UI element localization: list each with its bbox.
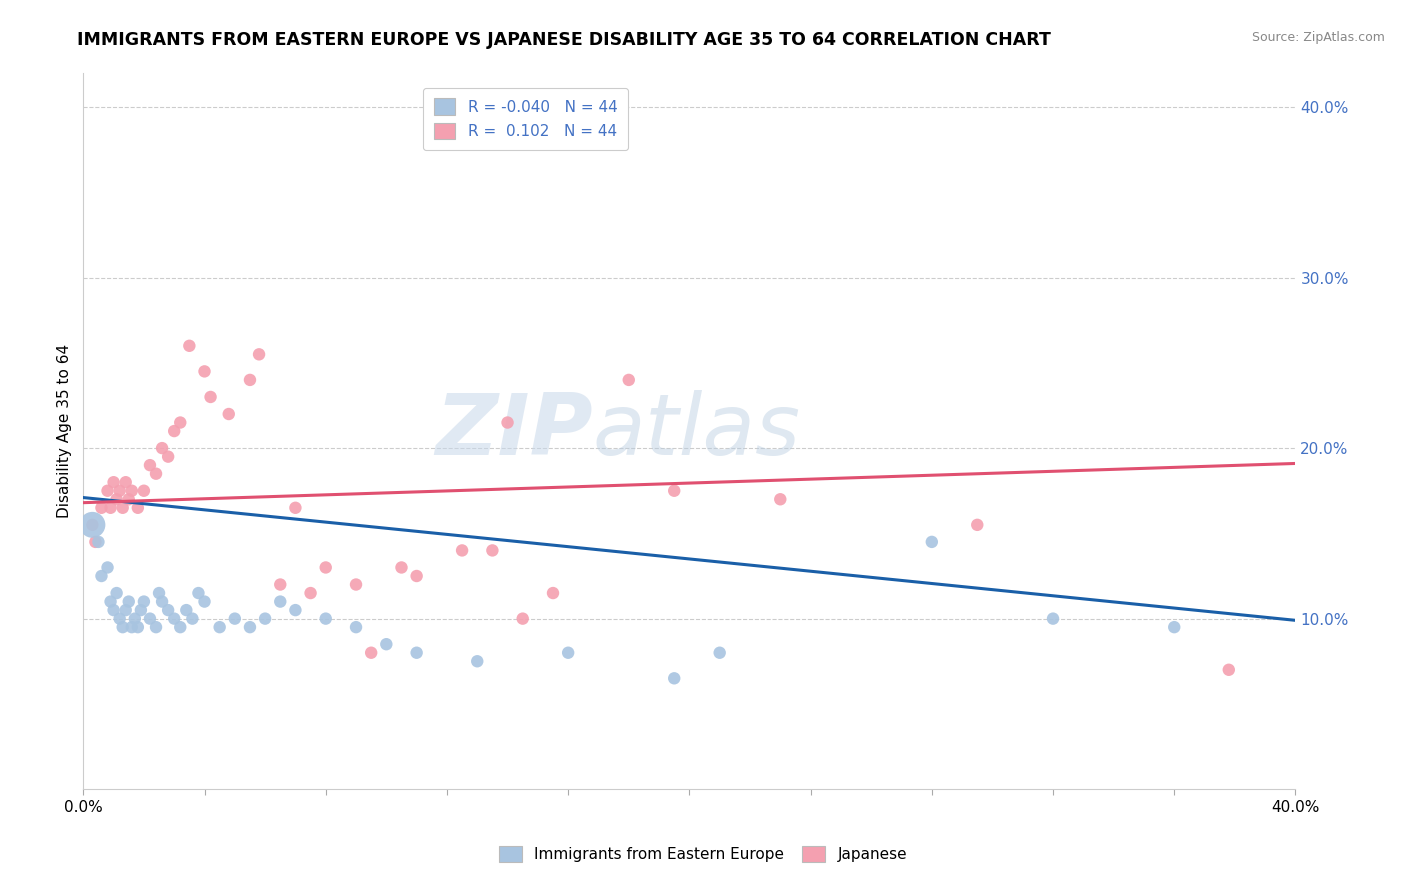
Point <box>148 586 170 600</box>
Point <box>124 612 146 626</box>
Point <box>284 500 307 515</box>
Point <box>315 560 337 574</box>
Point <box>103 475 125 490</box>
Point <box>193 594 215 608</box>
Point <box>129 603 152 617</box>
Point <box>176 603 198 617</box>
Point <box>82 517 104 532</box>
Point <box>169 416 191 430</box>
Point <box>163 424 186 438</box>
Y-axis label: Disability Age 35 to 64: Disability Age 35 to 64 <box>58 344 72 518</box>
Point <box>1042 612 1064 626</box>
Point <box>145 467 167 481</box>
Point <box>127 620 149 634</box>
Point <box>254 612 277 626</box>
Point <box>769 492 792 507</box>
Point <box>224 612 246 626</box>
Point <box>82 517 104 532</box>
Point <box>218 407 240 421</box>
Point <box>617 373 640 387</box>
Point <box>132 594 155 608</box>
Point <box>512 612 534 626</box>
Point <box>105 492 128 507</box>
Point <box>344 620 367 634</box>
Point <box>1218 663 1240 677</box>
Point <box>150 441 173 455</box>
Legend: Immigrants from Eastern Europe, Japanese: Immigrants from Eastern Europe, Japanese <box>492 839 914 868</box>
Point <box>541 586 564 600</box>
Point <box>84 535 107 549</box>
Point <box>481 543 503 558</box>
Point <box>90 569 112 583</box>
Point <box>239 373 262 387</box>
Point <box>157 450 180 464</box>
Point <box>114 603 136 617</box>
Point <box>405 569 427 583</box>
Point <box>139 612 162 626</box>
Point <box>179 339 201 353</box>
Point <box>557 646 579 660</box>
Point <box>111 620 134 634</box>
Point <box>114 475 136 490</box>
Point <box>465 654 488 668</box>
Point <box>121 620 143 634</box>
Point <box>169 620 191 634</box>
Point <box>344 577 367 591</box>
Point <box>108 483 131 498</box>
Point <box>87 535 110 549</box>
Text: ZIP: ZIP <box>434 390 592 473</box>
Point <box>1163 620 1185 634</box>
Point <box>315 612 337 626</box>
Point <box>108 612 131 626</box>
Point <box>132 483 155 498</box>
Point <box>360 646 382 660</box>
Point <box>105 586 128 600</box>
Point <box>150 594 173 608</box>
Point <box>664 483 686 498</box>
Point <box>118 594 141 608</box>
Point <box>496 416 519 430</box>
Text: atlas: atlas <box>592 390 800 473</box>
Point <box>391 560 413 574</box>
Point <box>247 347 270 361</box>
Point <box>163 612 186 626</box>
Point <box>208 620 231 634</box>
Point <box>193 364 215 378</box>
Point <box>103 603 125 617</box>
Text: IMMIGRANTS FROM EASTERN EUROPE VS JAPANESE DISABILITY AGE 35 TO 64 CORRELATION C: IMMIGRANTS FROM EASTERN EUROPE VS JAPANE… <box>77 31 1052 49</box>
Point <box>111 500 134 515</box>
Point <box>375 637 398 651</box>
Point <box>921 535 943 549</box>
Point <box>284 603 307 617</box>
Point <box>157 603 180 617</box>
Point <box>451 543 474 558</box>
Point <box>118 492 141 507</box>
Point <box>96 560 118 574</box>
Point <box>96 483 118 498</box>
Point <box>200 390 222 404</box>
Point <box>269 594 291 608</box>
Point <box>100 594 122 608</box>
Point <box>664 671 686 685</box>
Point <box>269 577 291 591</box>
Point <box>121 483 143 498</box>
Legend: R = -0.040   N = 44, R =  0.102   N = 44: R = -0.040 N = 44, R = 0.102 N = 44 <box>423 87 628 150</box>
Point <box>239 620 262 634</box>
Point <box>145 620 167 634</box>
Point <box>181 612 204 626</box>
Point <box>127 500 149 515</box>
Point <box>709 646 731 660</box>
Point <box>405 646 427 660</box>
Point <box>966 517 988 532</box>
Point <box>139 458 162 472</box>
Point <box>90 500 112 515</box>
Point <box>187 586 209 600</box>
Point <box>100 500 122 515</box>
Point <box>299 586 322 600</box>
Text: Source: ZipAtlas.com: Source: ZipAtlas.com <box>1251 31 1385 45</box>
